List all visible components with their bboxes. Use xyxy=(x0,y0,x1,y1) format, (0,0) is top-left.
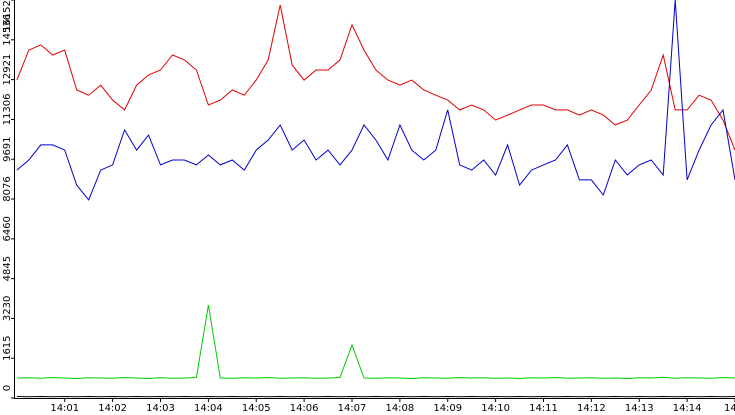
y-tick-label: 6460 xyxy=(2,216,13,241)
x-tick-label: 14:07 xyxy=(338,403,367,414)
y-tick-label: 8076 xyxy=(2,176,13,201)
y-tick-label: 14536 xyxy=(2,14,13,46)
x-tick-label: 14:09 xyxy=(433,403,462,414)
y-tick-label: 9691 xyxy=(2,136,13,161)
x-tick-label: 14:03 xyxy=(146,403,175,414)
series-line xyxy=(16,4,735,151)
x-tick-label: 14:06 xyxy=(290,403,319,414)
x-tick-label: 14:01 xyxy=(50,403,79,414)
y-tick-label: 16152 xyxy=(2,0,13,32)
y-tick-label: 3230 xyxy=(2,296,13,321)
x-tick-label: 14:04 xyxy=(194,403,223,414)
x-tick-label: 14:05 xyxy=(242,403,271,414)
y-tick-label: 4845 xyxy=(2,256,13,281)
y-tick-label: 0 xyxy=(2,385,13,391)
x-tick-label: 14:12 xyxy=(577,403,606,414)
x-tick-label: 14:08 xyxy=(385,403,414,414)
x-tick-label: 14:10 xyxy=(481,403,510,414)
x-tick-label: 14 xyxy=(724,403,735,414)
series-line xyxy=(16,0,735,201)
x-tick-label: 14:13 xyxy=(625,403,654,414)
x-tick-label: 14:11 xyxy=(529,403,558,414)
series-line xyxy=(16,305,735,380)
y-tick-label: 1615 xyxy=(2,335,13,360)
y-tick-label: 11306 xyxy=(2,94,13,126)
y-tick-label: 12921 xyxy=(2,54,13,86)
x-tick-label: 14:02 xyxy=(98,403,127,414)
x-tick-label: 14:14 xyxy=(673,403,702,414)
